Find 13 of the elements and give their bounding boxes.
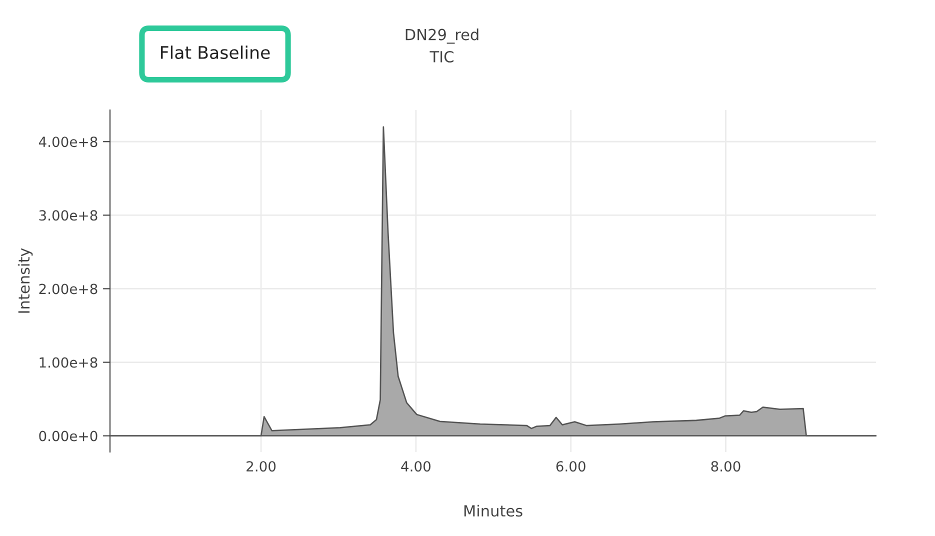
y-tick-label: 2.00e+8 — [39, 284, 98, 294]
y-tick-label: 3.00e+8 — [39, 210, 98, 221]
chart-title: DN29_red TIC — [406, 28, 478, 63]
x-tick-label: 2.00 — [246, 461, 276, 472]
y-tick-label: 0.00e+0 — [39, 430, 98, 442]
y-tick-label: 4.00e+8 — [38, 136, 98, 148]
y-tick-label: 1.00e+8 — [40, 357, 98, 368]
x-tick-label: 8.00 — [711, 461, 740, 472]
y-axis-title: Intensity — [18, 248, 33, 313]
x-tick-label: 6.00 — [556, 461, 586, 472]
text: Flat Baseline — [161, 46, 270, 60]
x-tick-label: 4.00 — [401, 461, 430, 472]
x-axis-title: Minutes — [464, 504, 522, 517]
